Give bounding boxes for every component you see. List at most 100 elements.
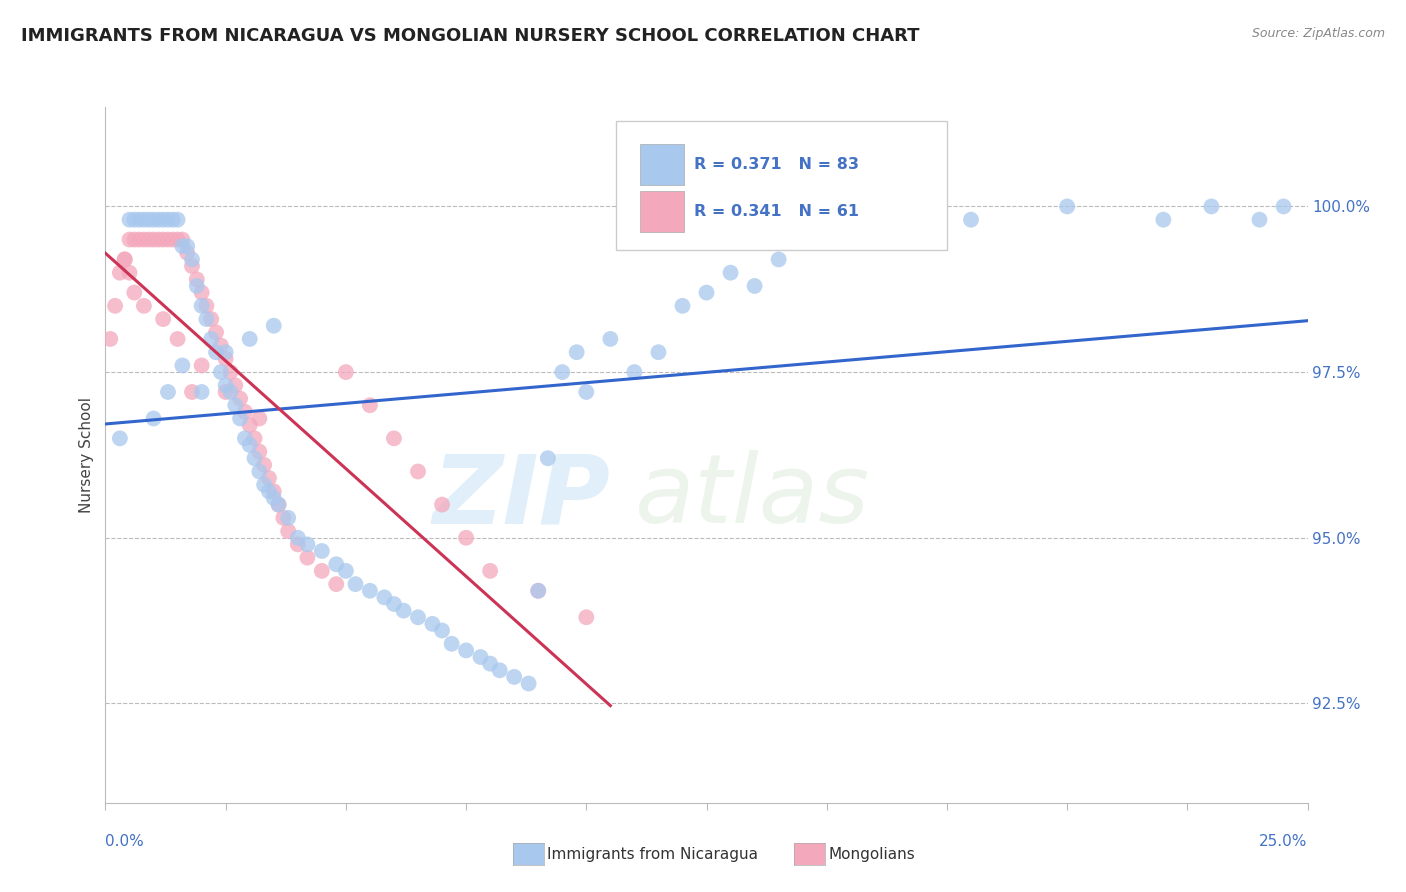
Point — [128, 233, 150, 247]
Point — [172, 239, 194, 253]
Point — [172, 359, 194, 373]
Point — [138, 233, 160, 247]
Point — [195, 312, 218, 326]
Point — [263, 491, 285, 505]
Point — [224, 398, 246, 412]
Point — [297, 537, 319, 551]
Point — [247, 411, 270, 425]
Point — [214, 378, 236, 392]
Point — [1056, 199, 1078, 213]
Point — [406, 610, 429, 624]
Point — [108, 266, 131, 280]
Text: atlas: atlas — [634, 450, 869, 543]
Point — [124, 233, 146, 247]
Point — [166, 233, 188, 247]
Point — [267, 498, 290, 512]
Text: 0.0%: 0.0% — [105, 834, 145, 849]
Point — [142, 411, 165, 425]
Point — [162, 212, 184, 227]
Point — [720, 266, 742, 280]
Point — [1201, 199, 1223, 213]
Point — [344, 577, 367, 591]
Point — [551, 365, 574, 379]
Point — [599, 332, 621, 346]
Point — [815, 233, 838, 247]
Point — [152, 233, 174, 247]
Point — [277, 511, 299, 525]
Point — [527, 583, 550, 598]
Point — [195, 299, 218, 313]
Point — [156, 212, 179, 227]
Point — [503, 670, 526, 684]
Point — [118, 212, 141, 227]
Text: Source: ZipAtlas.com: Source: ZipAtlas.com — [1251, 27, 1385, 40]
Point — [176, 245, 198, 260]
Point — [263, 318, 285, 333]
Point — [575, 384, 598, 399]
Point — [671, 299, 693, 313]
Point — [430, 624, 453, 638]
Point — [214, 384, 236, 399]
Point — [359, 398, 381, 412]
Point — [124, 212, 146, 227]
Point — [142, 233, 165, 247]
Point — [114, 252, 136, 267]
Point — [335, 564, 357, 578]
Point — [768, 252, 790, 267]
Point — [229, 392, 252, 406]
Point — [138, 212, 160, 227]
Point — [863, 212, 886, 227]
Point — [392, 604, 415, 618]
Point — [214, 351, 236, 366]
Point — [148, 233, 170, 247]
Point — [335, 365, 357, 379]
Point — [108, 431, 131, 445]
Text: R = 0.341   N = 61: R = 0.341 N = 61 — [695, 204, 859, 219]
Point — [440, 637, 463, 651]
Point — [263, 484, 285, 499]
Point — [200, 312, 222, 326]
Point — [132, 233, 155, 247]
Point — [696, 285, 718, 300]
Point — [205, 326, 228, 340]
Point — [239, 332, 262, 346]
Point — [527, 583, 550, 598]
FancyBboxPatch shape — [640, 191, 683, 232]
Text: Mongolians: Mongolians — [828, 847, 915, 862]
Point — [430, 498, 453, 512]
Point — [162, 233, 184, 247]
Point — [406, 465, 429, 479]
Point — [142, 212, 165, 227]
Point — [373, 591, 395, 605]
Point — [239, 418, 262, 433]
Point — [479, 564, 502, 578]
Point — [132, 299, 155, 313]
Point — [517, 676, 540, 690]
Point — [219, 365, 242, 379]
Point — [253, 477, 276, 491]
Point — [325, 558, 347, 572]
Point — [454, 531, 477, 545]
Point — [647, 345, 669, 359]
Point — [382, 431, 405, 445]
Point — [152, 212, 174, 227]
Point — [219, 384, 242, 399]
Point — [470, 650, 492, 665]
Point — [247, 465, 270, 479]
Point — [239, 438, 262, 452]
Point — [311, 544, 333, 558]
Point — [273, 511, 295, 525]
Point — [311, 564, 333, 578]
Point — [190, 285, 212, 300]
Point — [166, 332, 188, 346]
FancyBboxPatch shape — [640, 144, 683, 185]
Point — [209, 338, 232, 352]
Point — [186, 272, 208, 286]
Point — [190, 299, 212, 313]
Point — [565, 345, 588, 359]
Point — [114, 252, 136, 267]
Point — [104, 299, 127, 313]
Point — [205, 345, 228, 359]
Text: ZIP: ZIP — [433, 450, 610, 543]
Point — [156, 384, 179, 399]
